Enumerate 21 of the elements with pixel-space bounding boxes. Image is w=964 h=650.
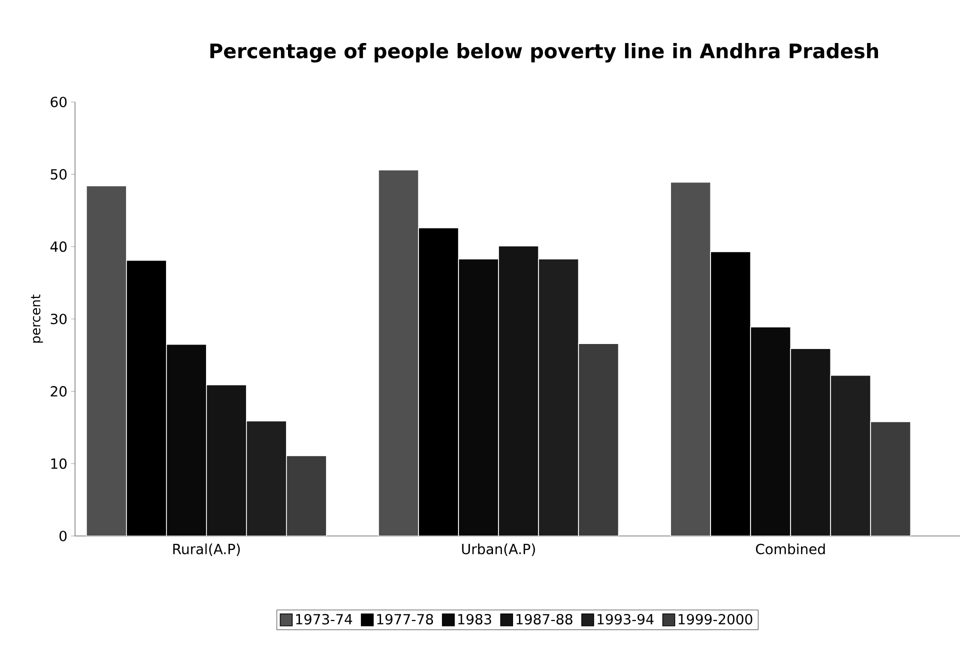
legend-label: 1983 (458, 614, 492, 625)
legend-label: 1999-2000 (678, 614, 752, 625)
y-tick-label: 50 (50, 169, 67, 180)
x-tick-label: Rural(A.P) (173, 544, 240, 556)
x-tick-label: Combined (756, 544, 825, 554)
bar (286, 455, 327, 536)
legend-label: 1973-74 (296, 614, 352, 625)
bar (870, 421, 912, 536)
x-tick-label: Urban(A.P) (462, 544, 535, 556)
legend-label: 1977-78 (377, 614, 434, 625)
y-axis-title: percent (31, 294, 43, 343)
legend-label: 1987-88 (516, 614, 572, 625)
legend-label: 1993-94 (598, 614, 654, 625)
y-tick-label: 0 (60, 530, 67, 542)
y-tick-label: 60 (50, 96, 67, 108)
bar (578, 343, 619, 536)
y-tick-label: 30 (50, 314, 67, 324)
y-tick-label: 40 (50, 241, 67, 252)
y-tick-label: 10 (51, 458, 67, 469)
chart-title: Percentage of people below poverty line in Andhra Pradesh (210, 43, 878, 62)
y-tick-label: 20 (50, 386, 67, 397)
